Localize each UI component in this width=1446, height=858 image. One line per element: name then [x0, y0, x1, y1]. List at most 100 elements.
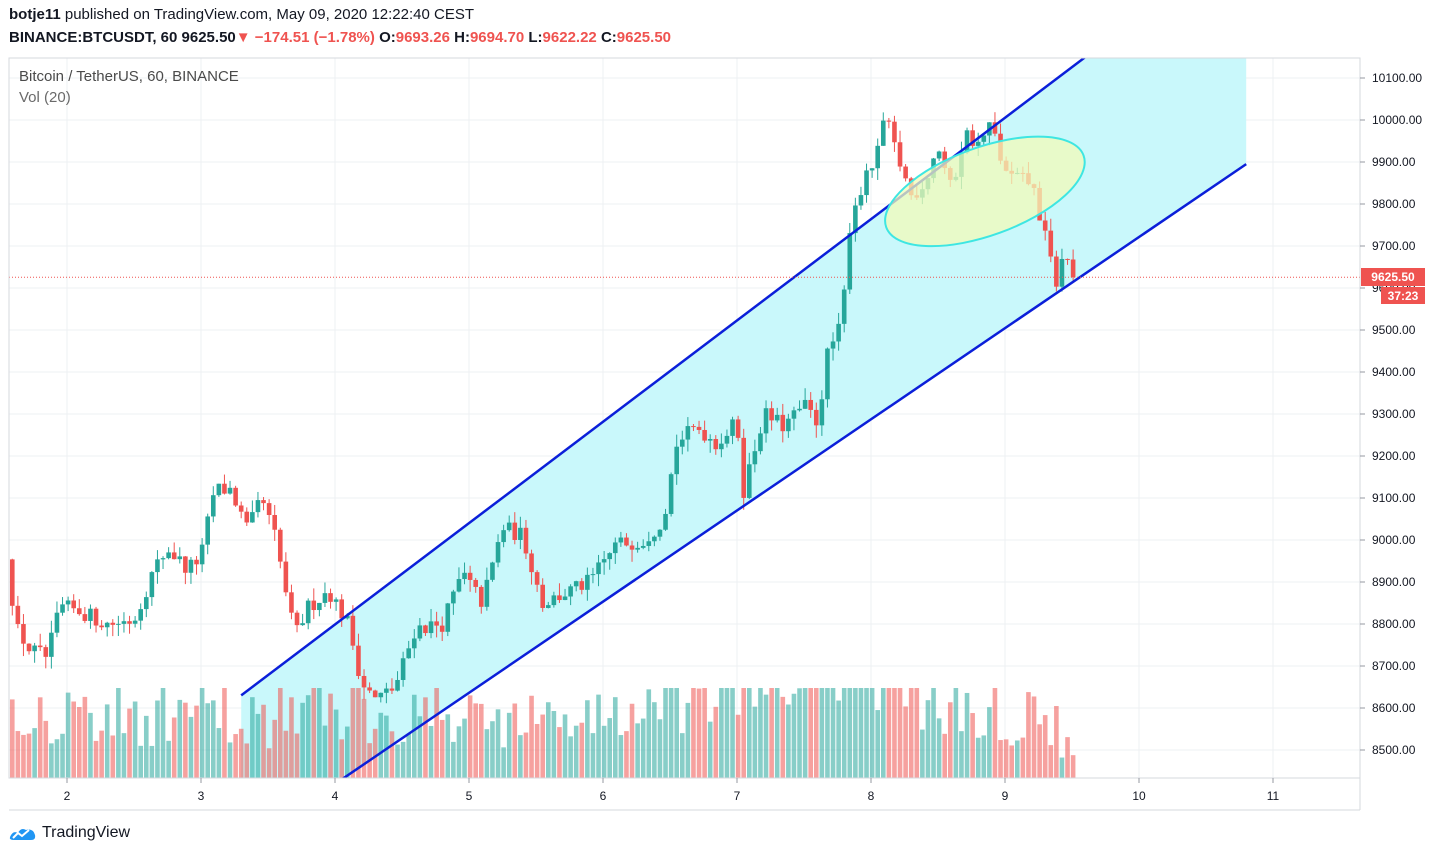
candle-body: [171, 552, 177, 560]
tradingview-brand[interactable]: TradingView: [8, 824, 130, 842]
volume-bar: [1070, 755, 1076, 778]
candle-body: [110, 622, 116, 625]
candle-body: [60, 604, 65, 613]
series-legend[interactable]: Bitcoin / TetherUS, 60, BINANCE: [19, 68, 239, 85]
volume-bar: [813, 688, 819, 778]
volume-bar: [646, 689, 652, 778]
volume-bar: [43, 720, 49, 778]
volume-bar: [93, 740, 99, 778]
candle-body: [82, 614, 88, 621]
candle-body: [562, 596, 568, 601]
volume-bar: [735, 714, 741, 778]
candle-body: [132, 620, 138, 624]
candle-body: [473, 579, 478, 587]
candle-body: [657, 529, 663, 537]
volume-bar: [663, 688, 668, 778]
volume-bar: [752, 706, 758, 778]
candle-body: [523, 527, 529, 554]
candle-body: [518, 527, 523, 540]
candle-body: [138, 609, 143, 621]
low-value: 9622.22: [542, 29, 597, 46]
volume-bar: [897, 688, 903, 778]
volume-bar: [116, 688, 121, 778]
candle-body: [624, 537, 629, 546]
candle-body: [65, 600, 71, 605]
candle-body: [573, 581, 579, 587]
candle-body: [300, 623, 305, 626]
volume-bar: [947, 702, 953, 778]
close-label: C:: [600, 29, 617, 46]
high-value: 9694.70: [469, 29, 525, 46]
candle-body: [9, 559, 15, 606]
x-tick-label: 2: [64, 789, 71, 803]
candle-body: [696, 426, 702, 430]
volume-bar: [54, 739, 60, 778]
volume-bar: [987, 707, 992, 778]
candle-body: [970, 130, 975, 146]
candle-body: [71, 600, 76, 609]
down-arrow-icon: ▼: [235, 29, 251, 46]
candle-body: [506, 522, 512, 531]
volume-bar: [914, 688, 920, 778]
volume-bar: [819, 688, 825, 778]
candle-body: [590, 574, 596, 576]
volume-bar: [400, 741, 406, 778]
channel-lower-line: [341, 163, 1247, 778]
volume-bar: [797, 688, 802, 778]
volume-bar: [194, 705, 199, 778]
volume-bar: [702, 688, 707, 778]
candle-body: [741, 437, 746, 498]
volume-bar: [998, 740, 1003, 778]
candle-body: [663, 513, 668, 530]
volume-bar: [88, 712, 93, 778]
volume-bar: [1003, 739, 1009, 778]
candle-body: [88, 608, 93, 621]
candle-body: [769, 408, 774, 421]
open-value: 9693.26: [395, 29, 450, 46]
candle-body: [730, 419, 735, 436]
low-label: L:: [528, 29, 543, 46]
channel-fill: [241, 58, 1247, 778]
candle-body: [864, 170, 869, 196]
candle-body: [406, 648, 411, 659]
author-name[interactable]: botje11: [9, 6, 61, 23]
volume-bar: [1014, 740, 1020, 778]
volume-bar: [445, 714, 451, 778]
volume-bar: [529, 695, 534, 778]
candle-body: [1070, 259, 1076, 278]
y-tick-label: 10100.00: [1372, 71, 1422, 85]
volume-bar: [333, 709, 339, 778]
candle-body: [501, 530, 506, 543]
volume-bar: [501, 747, 506, 778]
volume-bar: [26, 733, 32, 778]
volume-bar: [104, 704, 110, 778]
volume-bar: [244, 743, 250, 778]
y-tick-label: 9000.00: [1372, 533, 1416, 547]
candle-body: [160, 558, 166, 560]
x-tick-label: 8: [868, 789, 875, 803]
volume-bar: [233, 734, 238, 778]
y-tick-label: 9700.00: [1372, 239, 1416, 253]
volume-bar: [344, 726, 350, 778]
candle-body: [601, 559, 607, 563]
volume-bar: [4, 744, 9, 778]
x-tick-label: 10: [1132, 789, 1146, 803]
volume-bar: [350, 688, 356, 778]
candle-body: [283, 561, 289, 593]
candle-body: [328, 593, 333, 602]
volume-bar: [188, 716, 194, 778]
volume-bar: [691, 688, 696, 778]
volume-legend[interactable]: Vol (20): [19, 89, 71, 106]
candle-body: [585, 574, 590, 590]
volume-bar: [769, 688, 774, 778]
volume-bar: [490, 721, 495, 778]
volume-bar: [585, 700, 590, 778]
candle-body: [568, 586, 573, 597]
candle-body: [32, 645, 37, 652]
y-tick-label: 8700.00: [1372, 659, 1416, 673]
volume-bar: [9, 699, 15, 778]
volume-bar: [121, 733, 127, 778]
x-tick-label: 9: [1002, 789, 1009, 803]
y-tick-label: 9200.00: [1372, 449, 1416, 463]
